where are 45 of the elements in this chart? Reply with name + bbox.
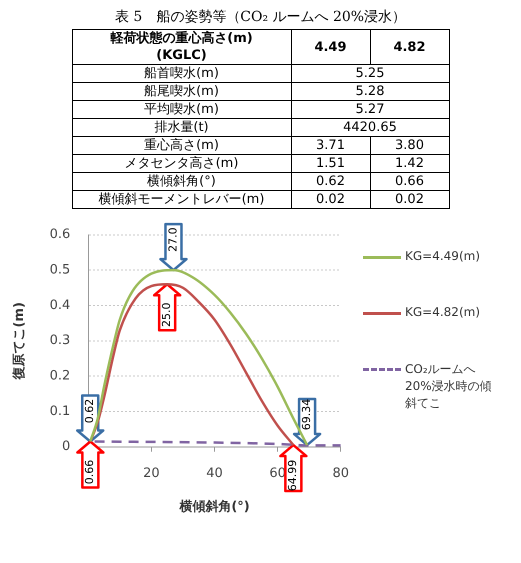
text: 表 5 船の姿勢等（CO₂ ルームへ 20%浸水） <box>114 8 408 26</box>
text: 船首喫水(m) <box>72 64 291 82</box>
y-tick-label: 0.3 <box>50 333 70 348</box>
x-tick-label: 40 <box>206 466 223 481</box>
x-tick-label: 80 <box>332 466 349 481</box>
legend-label: KG=4.49(m) <box>405 249 481 263</box>
text: 横傾斜モーメントレバー(m) <box>72 190 291 208</box>
text: 4.82 <box>370 30 449 64</box>
annotation: 69.34 <box>300 398 313 430</box>
text: メタセンタ高さ(m) <box>72 154 291 172</box>
text: 横傾斜角(°) <box>72 172 291 190</box>
annotation: 64.99 <box>286 460 300 492</box>
x-axis-title: 横傾斜角(°) <box>178 500 250 515</box>
y-tick-label: 0.4 <box>50 298 70 313</box>
legend-label: KG=4.82(m) <box>405 305 481 319</box>
text: 4420.65 <box>291 118 449 136</box>
text: 0.02 <box>291 190 370 208</box>
text: 0.02 <box>370 190 449 208</box>
text: 平均喫水(m) <box>72 100 291 118</box>
text: 重心高さ(m) <box>72 136 291 154</box>
y-tick-label: 0.2 <box>50 368 70 384</box>
y-tick-label: 0.1 <box>50 404 70 419</box>
text: 1.42 <box>370 154 449 172</box>
y-tick-label: 0 <box>62 439 70 454</box>
text: 3.80 <box>370 136 449 154</box>
text: 船尾喫水(m) <box>72 82 291 100</box>
y-tick-label: 0.6 <box>50 227 70 242</box>
x-tick-label: 20 <box>143 466 160 481</box>
annotation: 0.62 <box>83 398 96 424</box>
text: 5.25 <box>291 64 449 82</box>
text: 1.51 <box>291 154 370 172</box>
annotation: 0.66 <box>83 460 96 484</box>
text: 0.66 <box>370 172 449 190</box>
legend-label: CO₂ルームへ20%浸水時の傾斜てこ <box>405 361 493 412</box>
text: 3.71 <box>291 136 370 154</box>
text: 排水量(t) <box>72 118 291 136</box>
annotation: 27.0 <box>166 227 180 252</box>
text: 軽荷状態の重心高さ(m) (KGLC) <box>72 30 291 64</box>
text: 5.27 <box>291 100 449 118</box>
text: 5.28 <box>291 82 449 100</box>
annotation: 25.0 <box>160 302 174 328</box>
text: 0.62 <box>291 172 370 190</box>
y-tick-label: 0.5 <box>50 262 70 278</box>
text: 4.49 <box>291 30 370 64</box>
y-axis-title: 復原てこ(m) <box>12 302 28 381</box>
